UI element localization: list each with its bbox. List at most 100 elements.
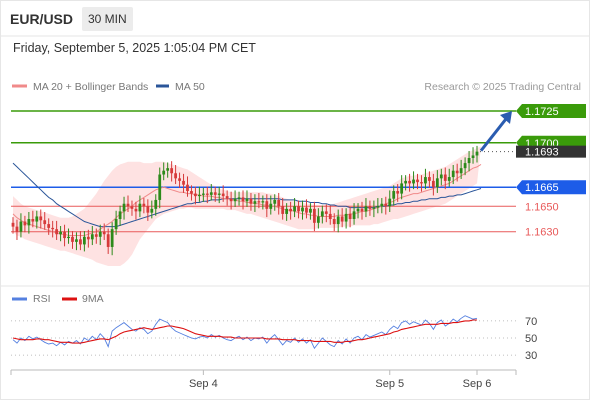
rsi-tick-label: 30 bbox=[525, 350, 537, 362]
level-label-1-1630: 1.1630 bbox=[525, 227, 559, 239]
candle-body bbox=[237, 197, 241, 199]
candle-body bbox=[447, 177, 451, 181]
candle-body bbox=[384, 203, 388, 207]
rsi-ma-legend-label: 9MA bbox=[82, 293, 104, 305]
candle-body bbox=[332, 219, 336, 225]
level-tag-1-1725 bbox=[516, 103, 586, 118]
candle-body bbox=[356, 208, 360, 212]
candle-body bbox=[316, 216, 320, 223]
rsi-legend-swatch bbox=[12, 297, 27, 301]
candle-body bbox=[420, 182, 423, 184]
level-label-1-1650: 1.1650 bbox=[525, 201, 559, 213]
rsi-ma-line bbox=[12, 319, 477, 344]
candle-body bbox=[261, 201, 265, 203]
candle-body bbox=[170, 168, 174, 174]
candle-body bbox=[166, 168, 170, 171]
candle-body bbox=[305, 207, 308, 213]
chart-header: EUR/USD 30 MIN bbox=[0, 0, 590, 36]
candle-body bbox=[257, 201, 261, 203]
candle-body bbox=[313, 208, 316, 223]
candle-body bbox=[396, 191, 400, 194]
candle-body bbox=[118, 211, 122, 219]
candle-body bbox=[293, 206, 296, 212]
candle-body bbox=[404, 180, 408, 184]
time-tick-label: Sep 6 bbox=[463, 378, 492, 390]
candle-body bbox=[98, 231, 102, 237]
candle-body bbox=[110, 229, 114, 247]
candle-body bbox=[431, 180, 435, 188]
candle-body bbox=[424, 177, 427, 184]
candle-body bbox=[297, 206, 300, 212]
candle-body bbox=[281, 206, 285, 214]
candle-body bbox=[388, 198, 392, 207]
candle-body bbox=[435, 178, 439, 188]
candle-body bbox=[67, 236, 70, 239]
candle-body bbox=[114, 219, 118, 230]
interval-button[interactable]: 30 MIN bbox=[82, 7, 133, 31]
candle-body bbox=[82, 236, 86, 245]
candle-body bbox=[205, 193, 209, 195]
candle-body bbox=[51, 227, 55, 230]
candle-body bbox=[285, 208, 289, 214]
candle-body bbox=[412, 179, 415, 184]
candle-body bbox=[79, 239, 82, 245]
level-label-1-1725: 1.1725 bbox=[525, 106, 559, 118]
candle-body bbox=[142, 203, 146, 207]
ma20-legend-swatch bbox=[12, 84, 27, 88]
candle-body bbox=[360, 208, 364, 212]
candle-body bbox=[43, 220, 47, 225]
candle-body bbox=[336, 216, 340, 225]
time-axis: Sep 4 Sep 5 Sep 6 bbox=[10, 369, 517, 390]
candle-body bbox=[221, 193, 225, 197]
candle-body bbox=[408, 180, 411, 184]
candle-body bbox=[364, 206, 368, 212]
candle-body bbox=[467, 158, 471, 164]
candle-body bbox=[178, 178, 181, 181]
candle-body bbox=[23, 221, 27, 226]
candle-body bbox=[475, 151, 479, 156]
candle-body bbox=[348, 213, 352, 219]
candle-body bbox=[11, 222, 15, 227]
candle-body bbox=[94, 234, 98, 237]
time-tick-label: Sep 4 bbox=[189, 378, 218, 390]
candle-body bbox=[190, 191, 193, 194]
current-price-label: 1.1693 bbox=[525, 147, 559, 159]
rsi-tick-label: 70 bbox=[525, 316, 537, 328]
candle-body bbox=[39, 216, 43, 221]
candle-body bbox=[130, 206, 134, 209]
candle-body bbox=[368, 206, 372, 209]
candle-body bbox=[380, 203, 384, 207]
ma50-legend-swatch bbox=[156, 84, 169, 88]
candle-body bbox=[344, 213, 348, 222]
candle-body bbox=[225, 196, 229, 199]
candle-body bbox=[198, 194, 201, 197]
datetime-label: Friday, September 5, 2025 1:05:04 PM CET bbox=[13, 41, 256, 55]
candle-body bbox=[324, 211, 328, 214]
ma20-legend-label: MA 20 + Bollinger Bands bbox=[33, 81, 148, 93]
rsi-legend: RSI 9MA bbox=[12, 293, 104, 305]
level-tag-1-1665 bbox=[516, 180, 586, 195]
candle-body bbox=[122, 203, 126, 212]
candle-body bbox=[428, 177, 431, 181]
candle-body bbox=[273, 199, 277, 204]
candle-body bbox=[277, 199, 281, 207]
symbol-label: EUR/USD bbox=[10, 11, 74, 27]
candle-body bbox=[443, 174, 447, 181]
candle-body bbox=[269, 203, 273, 209]
candle-body bbox=[90, 234, 94, 240]
rsi-tick-label: 50 bbox=[525, 333, 537, 345]
rsi-chart: 70 50 30 bbox=[11, 315, 537, 362]
candle-body bbox=[455, 170, 459, 174]
candle-body bbox=[340, 216, 344, 222]
ma50-legend-label: MA 50 bbox=[175, 81, 205, 93]
candle-body bbox=[400, 183, 404, 194]
candle-body bbox=[35, 216, 39, 222]
candle-body bbox=[451, 170, 455, 178]
candle-body bbox=[27, 219, 31, 226]
candle-body bbox=[309, 208, 312, 213]
candle-body bbox=[47, 224, 51, 228]
candle-body bbox=[182, 180, 185, 185]
candle-body bbox=[106, 234, 110, 247]
